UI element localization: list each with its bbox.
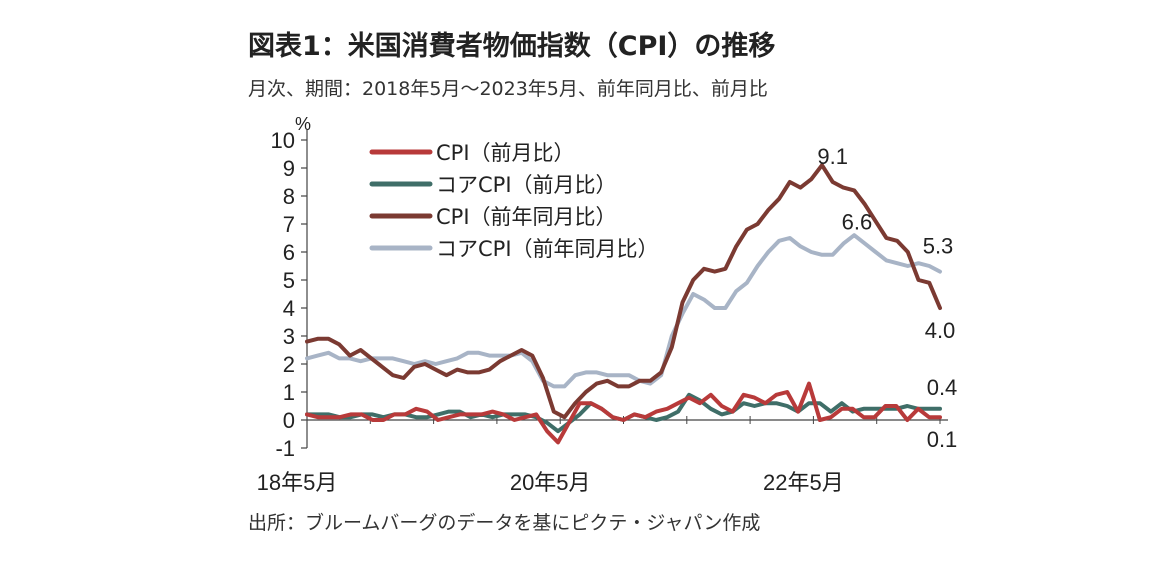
y-tick-label: 10: [271, 128, 295, 153]
y-tick-label: -1: [275, 436, 295, 461]
legend-label-0: CPI（前月比）: [436, 141, 575, 165]
y-tick-label: 3: [283, 324, 295, 349]
data-label: 0.1: [927, 427, 958, 452]
data-label: 9.1: [817, 144, 848, 169]
series-line-0: [305, 381, 942, 445]
y-tick-label: 6: [283, 240, 295, 265]
data-label: 0.4: [927, 375, 958, 400]
x-tick-label: 22年5月: [763, 470, 844, 495]
source-note: 出所：ブルームバーグのデータを基にピクテ・ジャパン作成: [248, 512, 761, 534]
legend-label-2: CPI（前年同月比）: [436, 205, 617, 229]
chart-subtitle: 月次、期間：2018年5月～2023年5月、前年同月比、前月比: [248, 78, 768, 100]
y-unit-label: %: [295, 114, 311, 134]
x-tick-label: 18年5月: [257, 470, 338, 495]
y-tick-label: 9: [283, 156, 295, 181]
y-tick-label: 8: [283, 184, 295, 209]
y-tick-label: 5: [283, 268, 295, 293]
data-label: 6.6: [842, 210, 873, 235]
y-tick-label: 1: [283, 380, 295, 405]
series-line-3: [305, 233, 942, 389]
series-line-2: [305, 163, 942, 420]
data-label: 4.0: [925, 318, 956, 343]
y-tick-label: 0: [283, 408, 295, 433]
data-label: 5.3: [923, 234, 954, 259]
chart-title: 図表1：米国消費者物価指数（CPI）の推移: [248, 31, 776, 62]
legend-label-3: コアCPI（前年同月比）: [436, 237, 659, 261]
legend-label-1: コアCPI（前月比）: [436, 173, 617, 197]
x-tick-label: 20年5月: [510, 470, 591, 495]
y-tick-label: 7: [283, 212, 295, 237]
y-tick-label: 2: [283, 352, 295, 377]
y-tick-label: 4: [283, 296, 295, 321]
